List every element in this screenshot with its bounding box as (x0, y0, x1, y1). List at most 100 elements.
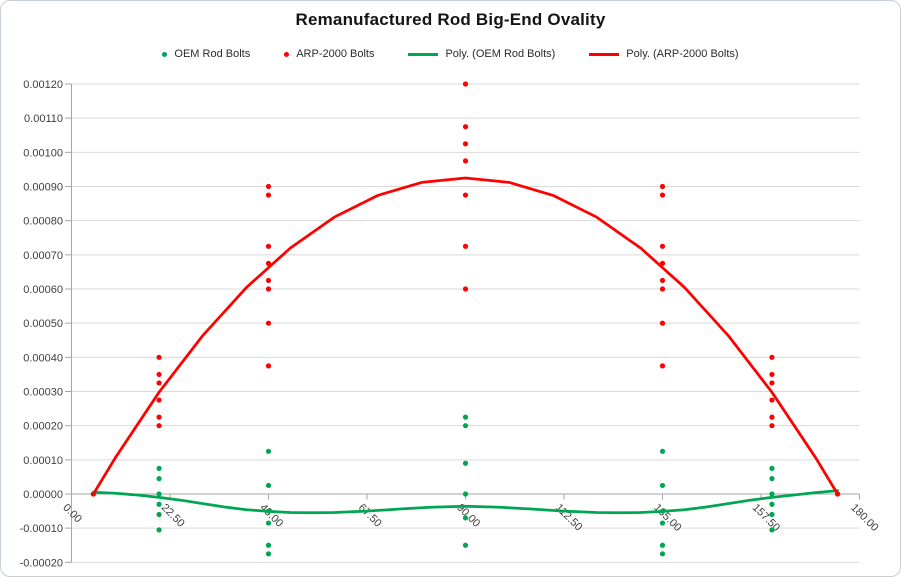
point-arp-2000-bolts (156, 354, 162, 360)
y-axis-label: 0.00090 (23, 181, 63, 193)
point-oem-rod-bolts (659, 551, 666, 557)
y-axis-label: 0.00040 (23, 352, 63, 364)
point-arp-2000-bolts (156, 371, 162, 378)
point-oem-rod-bolts (769, 465, 775, 471)
arp-scatter-marker-icon (284, 51, 290, 57)
point-arp-2000-bolts (462, 141, 469, 147)
point-arp-2000-bolts (769, 423, 775, 429)
x-axis-label: 135.00 (651, 502, 683, 534)
legend-item-arp-2000-bolts: ARP-2000 Bolts (284, 48, 374, 60)
point-arp-2000-bolts (265, 286, 272, 292)
point-oem-rod-bolts (265, 551, 272, 557)
point-arp-2000-bolts (156, 414, 162, 420)
point-oem-rod-bolts (462, 491, 469, 497)
point-arp-2000-bolts (659, 243, 666, 249)
trendline-poly-oem-rod-bolts (92, 489, 839, 515)
point-arp-2000-bolts (265, 192, 272, 198)
point-oem-rod-bolts (156, 511, 162, 518)
point-oem-rod-bolts (769, 476, 775, 482)
point-oem-rod-bolts (769, 501, 775, 507)
y-axis-label: -0.00020 (20, 557, 63, 569)
oem-scatter-marker-icon (162, 51, 168, 57)
y-axis-label: -0.00010 (20, 523, 63, 535)
point-arp-2000-bolts (156, 380, 162, 386)
y-axis-label: 0.00010 (23, 455, 63, 467)
y-axis-label: 0.00120 (23, 79, 63, 91)
point-arp-2000-bolts (265, 277, 272, 284)
point-oem-rod-bolts (659, 448, 666, 454)
point-arp-2000-bolts (769, 354, 775, 360)
point-arp-2000-bolts (265, 183, 272, 190)
point-arp-2000-bolts (462, 124, 469, 130)
point-oem-rod-bolts (156, 465, 162, 471)
x-axis-label: 45.00 (257, 502, 285, 530)
y-axis-label: 0.00100 (23, 147, 63, 159)
y-axis-label: 0.00030 (23, 386, 63, 398)
x-axis-label: 67.50 (356, 502, 384, 530)
point-oem-rod-bolts (659, 542, 666, 548)
legend-item-poly-arp-2000-bolts: Poly. (ARP-2000 Bolts) (589, 48, 739, 60)
point-arp-2000-bolts (265, 363, 272, 369)
y-axis-label: 0.00070 (23, 250, 63, 262)
x-axis-label: 112.50 (553, 502, 585, 534)
point-arp-2000-bolts (462, 286, 469, 292)
y-axis-label: 0.00020 (23, 421, 63, 433)
point-oem-rod-bolts (156, 476, 162, 482)
point-oem-rod-bolts (462, 423, 469, 429)
chart-title: Remanufactured Rod Big-End Ovality (295, 10, 606, 29)
point-oem-rod-bolts (156, 491, 162, 497)
point-oem-rod-bolts (265, 482, 272, 489)
point-arp-2000-bolts (659, 320, 666, 326)
oem-trendline-marker-icon (408, 52, 439, 56)
legend-label: Poly. (OEM Rod Bolts) (445, 48, 556, 60)
point-arp-2000-bolts (462, 158, 469, 164)
point-oem-rod-bolts (156, 501, 162, 507)
point-arp-2000-bolts (659, 183, 666, 190)
point-oem-rod-bolts (265, 542, 272, 548)
point-arp-2000-bolts (462, 192, 469, 198)
point-arp-2000-bolts (659, 277, 666, 284)
point-arp-2000-bolts (156, 397, 162, 403)
legend: OEM Rod Bolts ARP-2000 Bolts Poly. (OEM … (1, 48, 900, 60)
legend-label: OEM Rod Bolts (174, 48, 251, 60)
point-oem-rod-bolts (659, 520, 666, 526)
y-axis-label: 0.00000 (23, 489, 63, 501)
point-arp-2000-bolts (659, 192, 666, 198)
point-oem-rod-bolts (769, 491, 775, 497)
y-axis-label: 0.00060 (23, 284, 63, 296)
point-oem-rod-bolts (462, 414, 469, 420)
point-oem-rod-bolts (265, 448, 272, 454)
trendline-poly-arp-2000-bolts (92, 176, 839, 496)
point-oem-rod-bolts (769, 511, 775, 518)
point-oem-rod-bolts (462, 542, 469, 548)
point-arp-2000-bolts (462, 81, 469, 87)
legend-item-poly-oem-rod-bolts: Poly. (OEM Rod Bolts) (408, 48, 555, 60)
point-arp-2000-bolts (462, 243, 469, 249)
point-arp-2000-bolts (265, 243, 272, 249)
x-axis-label: 157.50 (750, 502, 782, 534)
point-oem-rod-bolts (156, 527, 162, 533)
point-oem-rod-bolts (769, 527, 775, 533)
point-oem-rod-bolts (462, 515, 469, 521)
y-axis-label: 0.00050 (23, 318, 63, 330)
point-arp-2000-bolts (659, 286, 666, 292)
x-axis-label: 0.00 (60, 502, 84, 526)
point-arp-2000-bolts (769, 397, 775, 403)
y-axis-label: 0.00080 (23, 216, 63, 228)
point-oem-rod-bolts (265, 520, 272, 526)
point-arp-2000-bolts (769, 371, 775, 378)
point-arp-2000-bolts (659, 363, 666, 369)
point-arp-2000-bolts (769, 380, 775, 386)
arp-trendline-marker-icon (589, 52, 620, 56)
point-arp-2000-bolts (265, 320, 272, 326)
point-arp-2000-bolts (769, 414, 775, 420)
x-axis-label: 22.50 (159, 502, 187, 530)
legend-label: ARP-2000 Bolts (296, 48, 375, 60)
point-oem-rod-bolts (659, 482, 666, 489)
legend-label: Poly. (ARP-2000 Bolts) (626, 48, 739, 60)
point-oem-rod-bolts (462, 460, 469, 466)
x-axis-label: 180.00 (848, 502, 880, 534)
legend-item-oem-rod-bolts: OEM Rod Bolts (162, 48, 250, 60)
